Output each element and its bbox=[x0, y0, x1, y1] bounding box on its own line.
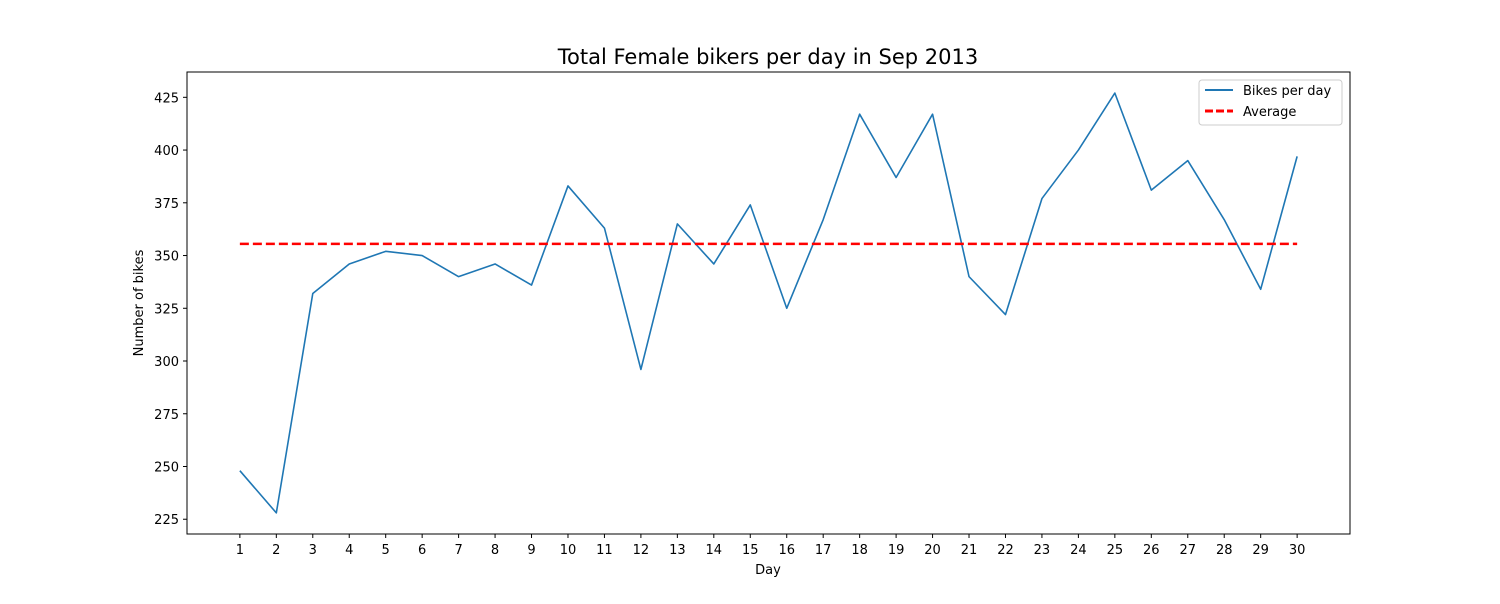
legend-box bbox=[1198, 79, 1343, 126]
y-tick-label: 400 bbox=[154, 144, 179, 159]
y-tick-label: 300 bbox=[154, 355, 179, 370]
y-tick-label: 325 bbox=[154, 302, 179, 317]
x-tick-label: 8 bbox=[491, 543, 499, 558]
x-tick-label: 21 bbox=[961, 543, 978, 558]
x-tick-label: 5 bbox=[382, 543, 390, 558]
y-axis: 225 250 275 300 325 350 375 400 425 bbox=[154, 91, 187, 528]
x-tick-label: 7 bbox=[454, 543, 462, 558]
x-axis-label: Day bbox=[755, 563, 781, 578]
x-tick-label: 14 bbox=[706, 543, 723, 558]
x-tick-label: 22 bbox=[997, 543, 1014, 558]
x-tick-label: 6 bbox=[418, 543, 426, 558]
x-tick-label: 2 bbox=[272, 543, 280, 558]
y-tick-label: 250 bbox=[154, 460, 179, 475]
x-tick-label: 9 bbox=[527, 543, 535, 558]
x-tick-label: 4 bbox=[345, 543, 353, 558]
y-tick-label: 425 bbox=[154, 91, 179, 106]
x-tick-label: 17 bbox=[815, 543, 832, 558]
legend-label-bikes-per-day: Bikes per day bbox=[1243, 84, 1331, 99]
x-tick-label: 13 bbox=[669, 543, 686, 558]
y-tick-label: 350 bbox=[154, 250, 179, 265]
x-tick-label: 23 bbox=[1034, 543, 1051, 558]
y-axis-label: Number of bikes bbox=[132, 249, 147, 356]
x-tick-label: 15 bbox=[742, 543, 759, 558]
legend: Bikes per day Average bbox=[1198, 79, 1343, 126]
x-tick-label: 18 bbox=[851, 543, 868, 558]
plot-area bbox=[239, 92, 1298, 514]
legend-label-average: Average bbox=[1243, 105, 1296, 120]
x-tick-label: 24 bbox=[1070, 543, 1087, 558]
x-tick-label: 26 bbox=[1143, 543, 1160, 558]
y-tick-label: 225 bbox=[154, 513, 179, 528]
x-tick-label: 29 bbox=[1252, 543, 1269, 558]
x-tick-label: 1 bbox=[236, 543, 244, 558]
x-tick-label: 27 bbox=[1179, 543, 1196, 558]
x-tick-label: 20 bbox=[924, 543, 941, 558]
chart-title: Total Female bikers per day in Sep 2013 bbox=[557, 45, 978, 69]
x-tick-label: 12 bbox=[633, 543, 650, 558]
x-tick-label: 25 bbox=[1107, 543, 1124, 558]
y-tick-label: 375 bbox=[154, 197, 179, 212]
x-tick-label: 10 bbox=[560, 543, 577, 558]
plot-frame bbox=[186, 71, 1351, 535]
series-line-bikes-per-day bbox=[239, 92, 1298, 514]
y-tick-label: 275 bbox=[154, 408, 179, 423]
x-tick-label: 28 bbox=[1216, 543, 1233, 558]
x-axis: 1 2 3 4 5 6 7 8 9 10 11 12 13 14 15 16 17 18 19 20 21 22 23 24 2… bbox=[236, 534, 1306, 558]
x-tick-label: 16 bbox=[778, 543, 795, 558]
x-tick-label: 3 bbox=[309, 543, 317, 558]
x-tick-label: 11 bbox=[596, 543, 613, 558]
x-tick-label: 19 bbox=[888, 543, 905, 558]
x-tick-label: 30 bbox=[1289, 543, 1306, 558]
